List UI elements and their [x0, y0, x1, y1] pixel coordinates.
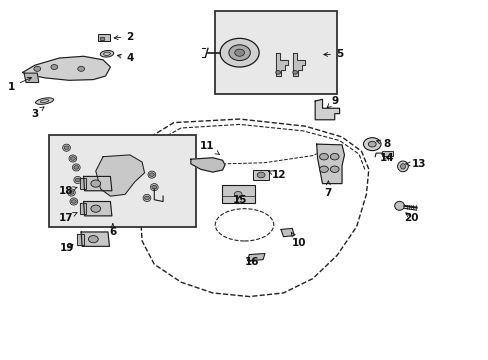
Polygon shape	[83, 176, 112, 191]
Circle shape	[34, 66, 41, 71]
Ellipse shape	[62, 144, 70, 151]
Polygon shape	[83, 202, 112, 216]
Circle shape	[71, 200, 76, 203]
Circle shape	[144, 196, 149, 200]
Circle shape	[363, 138, 380, 150]
Ellipse shape	[100, 50, 114, 57]
Circle shape	[330, 166, 338, 172]
Text: 4: 4	[117, 53, 133, 63]
Ellipse shape	[36, 98, 54, 104]
Text: 17: 17	[59, 213, 77, 222]
Text: 15: 15	[232, 195, 246, 205]
Circle shape	[78, 66, 84, 71]
Polygon shape	[276, 53, 288, 76]
Circle shape	[220, 39, 259, 67]
Polygon shape	[190, 158, 224, 172]
Polygon shape	[96, 155, 144, 196]
Text: 16: 16	[244, 257, 259, 267]
Circle shape	[275, 71, 280, 74]
Polygon shape	[22, 56, 110, 80]
Circle shape	[234, 192, 242, 197]
Text: 12: 12	[268, 170, 285, 180]
Circle shape	[75, 178, 80, 182]
Circle shape	[91, 205, 101, 212]
Ellipse shape	[394, 201, 404, 210]
Text: 9: 9	[326, 96, 338, 108]
Ellipse shape	[70, 198, 78, 205]
Ellipse shape	[148, 171, 156, 178]
Polygon shape	[24, 73, 39, 82]
Polygon shape	[77, 234, 83, 244]
Bar	[98, 34, 110, 41]
Ellipse shape	[72, 164, 80, 171]
Text: 8: 8	[376, 139, 390, 149]
Ellipse shape	[69, 155, 77, 162]
Circle shape	[149, 173, 154, 176]
Circle shape	[70, 157, 75, 160]
Text: 6: 6	[109, 224, 116, 237]
Ellipse shape	[397, 161, 407, 172]
Polygon shape	[315, 99, 339, 120]
Circle shape	[234, 49, 244, 56]
Circle shape	[91, 180, 101, 187]
Circle shape	[319, 166, 328, 172]
Bar	[215, 12, 336, 94]
Polygon shape	[81, 232, 109, 246]
Circle shape	[152, 185, 157, 189]
Circle shape	[88, 235, 98, 243]
Ellipse shape	[67, 189, 75, 196]
Ellipse shape	[400, 164, 405, 169]
Circle shape	[69, 191, 74, 194]
Circle shape	[257, 172, 264, 178]
Circle shape	[330, 153, 338, 160]
Text: 3: 3	[31, 107, 44, 119]
Bar	[100, 37, 103, 40]
Text: 7: 7	[324, 181, 331, 198]
Text: 19: 19	[59, 243, 74, 253]
Circle shape	[228, 45, 250, 60]
Circle shape	[319, 153, 328, 160]
Text: 11: 11	[199, 141, 219, 154]
Bar	[49, 135, 195, 226]
Circle shape	[292, 71, 297, 74]
Ellipse shape	[150, 184, 158, 191]
Text: 10: 10	[291, 233, 306, 248]
Circle shape	[367, 141, 375, 147]
Polygon shape	[293, 53, 305, 76]
Bar	[221, 185, 254, 203]
Text: 2: 2	[114, 32, 133, 41]
Polygon shape	[316, 144, 344, 184]
Polygon shape	[247, 253, 264, 261]
Polygon shape	[80, 178, 86, 189]
Polygon shape	[281, 228, 294, 237]
Bar	[381, 150, 392, 156]
Circle shape	[64, 146, 69, 149]
Polygon shape	[80, 203, 86, 214]
Text: 18: 18	[59, 186, 77, 196]
Text: 20: 20	[404, 213, 418, 222]
Text: 13: 13	[405, 159, 426, 169]
Circle shape	[74, 166, 79, 169]
Circle shape	[51, 64, 58, 69]
Ellipse shape	[74, 176, 81, 184]
Text: 5: 5	[323, 49, 343, 59]
Text: 1: 1	[8, 77, 31, 92]
Ellipse shape	[143, 194, 151, 202]
Text: 14: 14	[379, 153, 394, 163]
Bar	[253, 170, 268, 180]
